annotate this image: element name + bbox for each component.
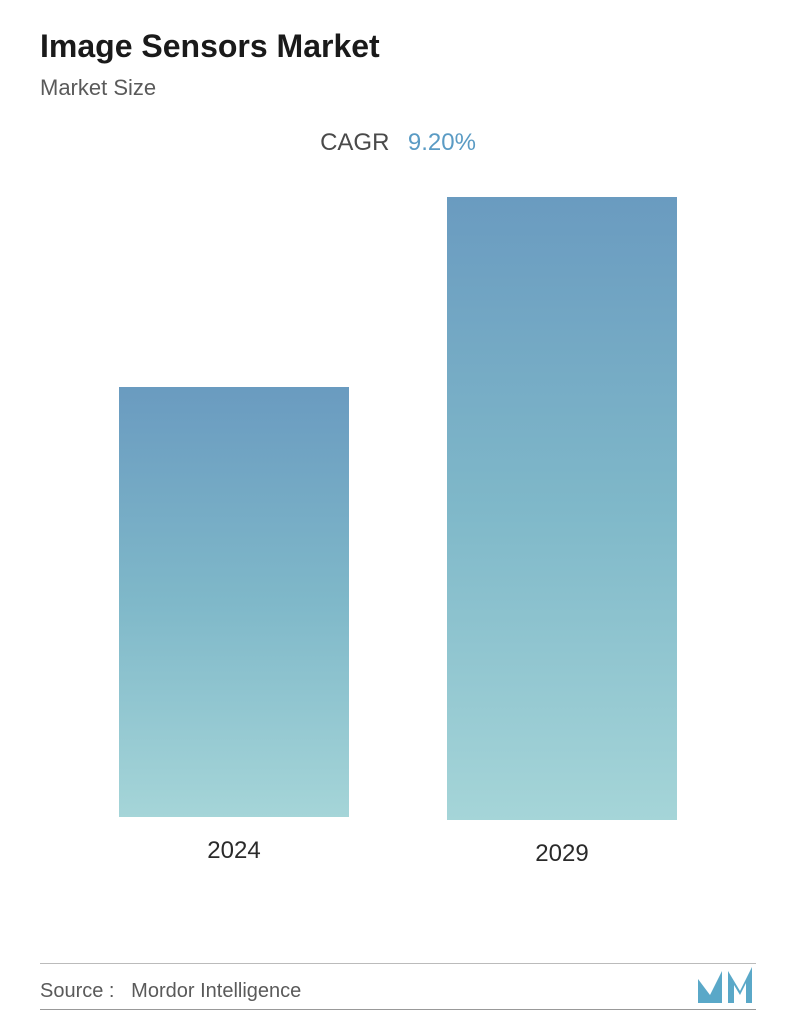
bar-chart: 2024 2029 bbox=[40, 197, 756, 877]
source-text: Source : Mordor Intelligence bbox=[40, 980, 301, 1009]
x-label-1: 2029 bbox=[535, 840, 588, 877]
bar-1 bbox=[447, 197, 677, 820]
cagr-label: CAGR bbox=[320, 129, 389, 156]
chart-container: Image Sensors Market Market Size CAGR 9.… bbox=[0, 0, 796, 1034]
source-label: Source : bbox=[40, 980, 114, 1002]
source-name: Mordor Intelligence bbox=[131, 980, 301, 1002]
chart-subtitle: Market Size bbox=[40, 75, 756, 101]
footer-divider bbox=[40, 963, 756, 964]
bar-0 bbox=[119, 387, 349, 817]
bar-group-1: 2029 bbox=[447, 197, 677, 877]
chart-title: Image Sensors Market bbox=[40, 28, 756, 65]
cagr-value: 9.20% bbox=[408, 129, 476, 156]
x-label-0: 2024 bbox=[207, 837, 260, 877]
cagr-row: CAGR 9.20% bbox=[40, 129, 756, 157]
brand-logo-icon bbox=[696, 965, 756, 1005]
footer: Source : Mordor Intelligence bbox=[40, 965, 756, 1010]
bar-group-0: 2024 bbox=[119, 197, 349, 877]
